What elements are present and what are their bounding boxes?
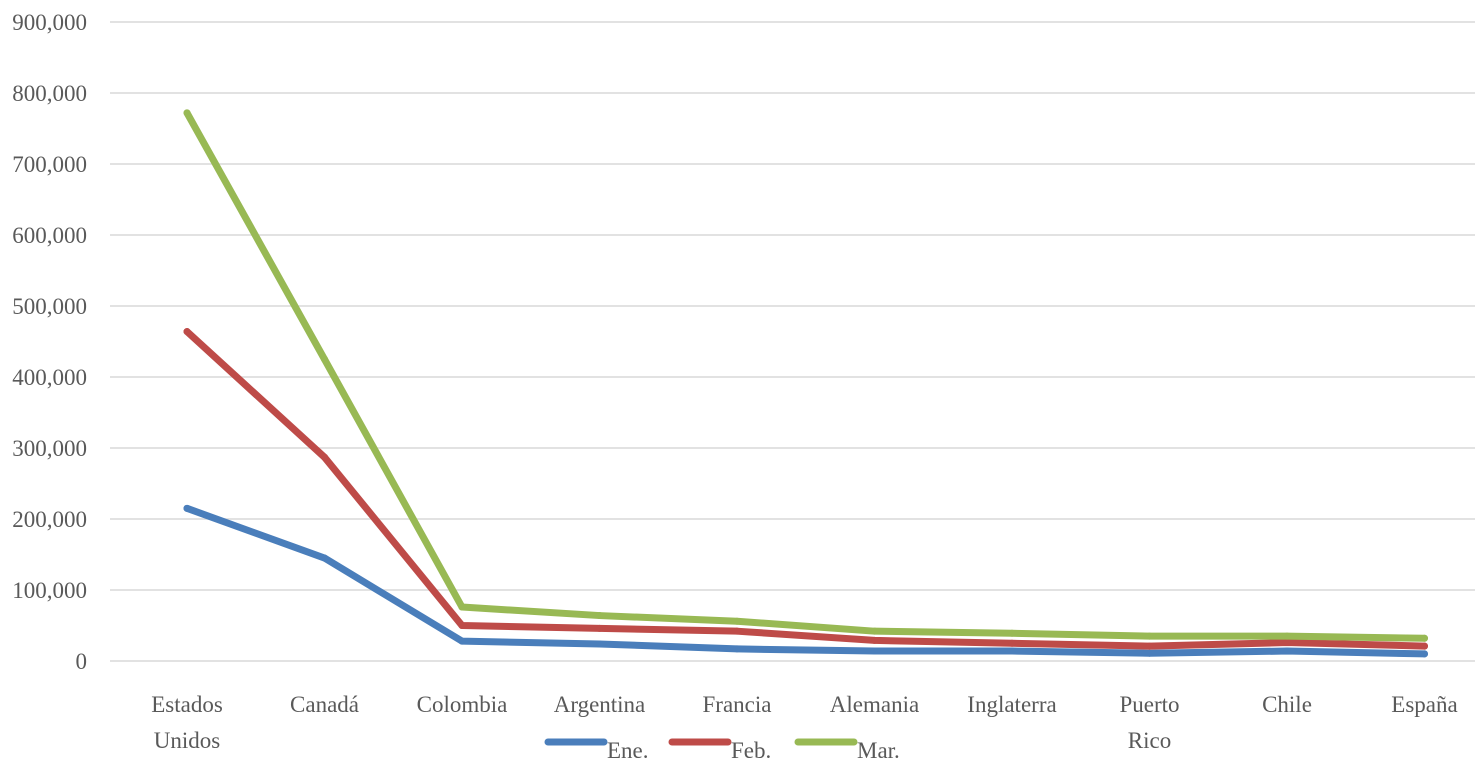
data-point (596, 612, 603, 620)
data-point (871, 647, 878, 655)
data-point (596, 624, 603, 632)
legend: Ene. Feb. Mar. (544, 738, 900, 759)
data-point (1146, 632, 1153, 640)
data-point (1283, 632, 1291, 640)
x-category-label: España (1391, 692, 1457, 717)
data-point (1283, 639, 1291, 647)
data-point (321, 355, 328, 363)
series-line-mar (183, 109, 1428, 642)
data-point (1146, 649, 1153, 657)
data-point (1008, 647, 1016, 655)
data-point (733, 617, 741, 625)
x-category-label: Francia (703, 692, 772, 717)
y-tick-label: 100,000 (12, 578, 87, 603)
y-tick-label: 700,000 (12, 152, 87, 177)
x-category-label: Canadá (290, 692, 359, 717)
data-point (1421, 642, 1428, 650)
data-point (321, 554, 328, 562)
y-tick-label: 400,000 (12, 365, 87, 390)
y-tick-label: 300,000 (12, 436, 87, 461)
legend-label: Feb. (731, 738, 771, 759)
y-tick-label: 600,000 (12, 223, 87, 248)
data-point (596, 640, 603, 648)
y-tick-label: 800,000 (12, 81, 87, 106)
data-point (871, 627, 878, 635)
data-point (458, 603, 466, 611)
data-point (1008, 639, 1016, 647)
y-axis-tick-labels: 0 100,000 200,000 300,000 400,000 500,000 600,… (12, 10, 87, 674)
series-lines (183, 109, 1428, 658)
data-point (458, 637, 466, 645)
data-point (871, 636, 878, 644)
data-point (1421, 650, 1428, 658)
x-category-label: Estados Unidos (151, 692, 223, 753)
x-category-label: Argentina (554, 692, 646, 717)
x-category-label: Inglaterra (967, 692, 1056, 717)
data-point (733, 627, 741, 635)
data-point (321, 453, 328, 461)
legend-label: Mar. (857, 738, 900, 759)
legend-label: Ene. (607, 738, 649, 759)
data-point (1008, 629, 1016, 637)
x-category-label: Puerto Rico (1119, 692, 1179, 753)
data-point (458, 622, 466, 629)
data-point (183, 328, 191, 336)
data-point (1421, 634, 1428, 642)
data-point (733, 645, 741, 653)
x-axis-category-labels: Estados Unidos Canadá Colombia Argentina Fran… (151, 692, 1457, 753)
y-tick-label: 500,000 (12, 294, 87, 319)
data-point (1283, 647, 1291, 655)
x-category-label: Alemania (830, 692, 919, 717)
series-line-ene (183, 504, 1428, 658)
data-point (183, 109, 191, 117)
x-category-label: Colombia (417, 692, 508, 717)
gridlines (110, 21, 1475, 662)
data-point (183, 504, 191, 512)
y-tick-label: 200,000 (12, 507, 87, 532)
series-line-feb (183, 328, 1428, 650)
x-category-label: Chile (1262, 692, 1312, 717)
y-tick-label: 0 (76, 649, 88, 674)
data-point (1146, 642, 1153, 650)
y-tick-label: 900,000 (12, 10, 87, 35)
